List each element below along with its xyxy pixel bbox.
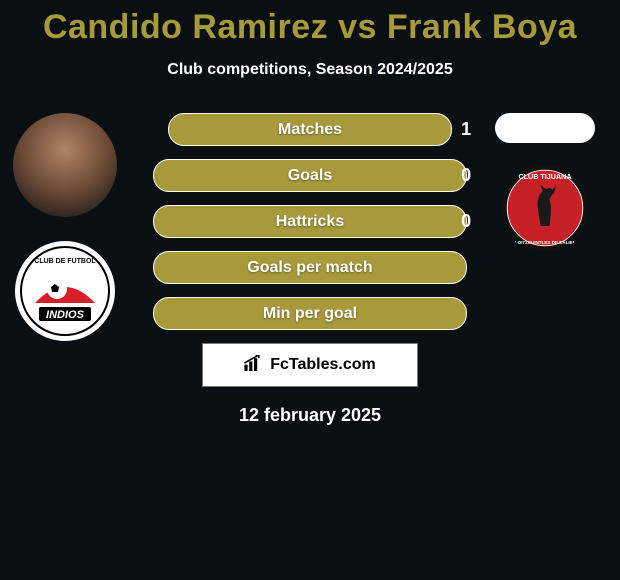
attribution-badge: FcTables.com <box>202 343 418 387</box>
club-badge-left: CLUB DE FUTBOL INDIOS <box>15 241 115 341</box>
club-badge-right: CLUB TIJUANA XOLOITZCUINTLES DE CALIENTE <box>500 163 590 253</box>
page-title: Candido Ramirez vs Frank Boya <box>0 0 620 47</box>
stat-label: Min per goal <box>263 305 357 323</box>
svg-text:CLUB TIJUANA: CLUB TIJUANA <box>518 172 571 181</box>
stat-right-value: 0 <box>452 211 480 232</box>
stat-bar: Matches <box>168 113 452 146</box>
stat-right-value: 0 <box>452 165 480 186</box>
stat-label: Matches <box>278 121 342 139</box>
stat-row-goals: Goals 0 <box>140 159 480 192</box>
stat-bar: Min per goal <box>153 297 468 330</box>
stat-label: Goals <box>288 167 332 185</box>
svg-text:XOLOITZCUINTLES DE CALIENTE: XOLOITZCUINTLES DE CALIENTE <box>508 240 581 245</box>
player-avatar-left <box>13 113 117 217</box>
date-label: 12 february 2025 <box>0 405 620 426</box>
stat-bar: Goals per match <box>153 251 468 284</box>
stat-bar: Goals <box>153 159 468 192</box>
attribution-text: FcTables.com <box>270 356 376 374</box>
page-subtitle: Club competitions, Season 2024/2025 <box>0 61 620 79</box>
svg-text:CLUB DE FUTBOL: CLUB DE FUTBOL <box>34 258 96 265</box>
stat-row-matches: Matches 1 <box>140 113 480 146</box>
comparison-panel: CLUB DE FUTBOL INDIOS CLUB TIJUANA XOLOI… <box>0 113 620 426</box>
chart-icon <box>244 355 264 376</box>
stat-row-hattricks: Hattricks 0 <box>140 205 480 238</box>
stat-row-mpg: Min per goal <box>140 297 480 330</box>
svg-text:INDIOS: INDIOS <box>46 309 85 321</box>
stat-row-gpm: Goals per match <box>140 251 480 284</box>
player-avatar-right <box>495 113 595 143</box>
stat-rows: Matches 1 Goals 0 Hattricks 0 Goals per … <box>140 113 480 330</box>
stat-label: Goals per match <box>247 259 372 277</box>
left-player-column: CLUB DE FUTBOL INDIOS <box>10 113 120 341</box>
stat-label: Hattricks <box>276 213 344 231</box>
right-player-column: CLUB TIJUANA XOLOITZCUINTLES DE CALIENTE <box>490 113 600 253</box>
stat-right-value: 1 <box>452 119 480 140</box>
stat-bar: Hattricks <box>153 205 468 238</box>
